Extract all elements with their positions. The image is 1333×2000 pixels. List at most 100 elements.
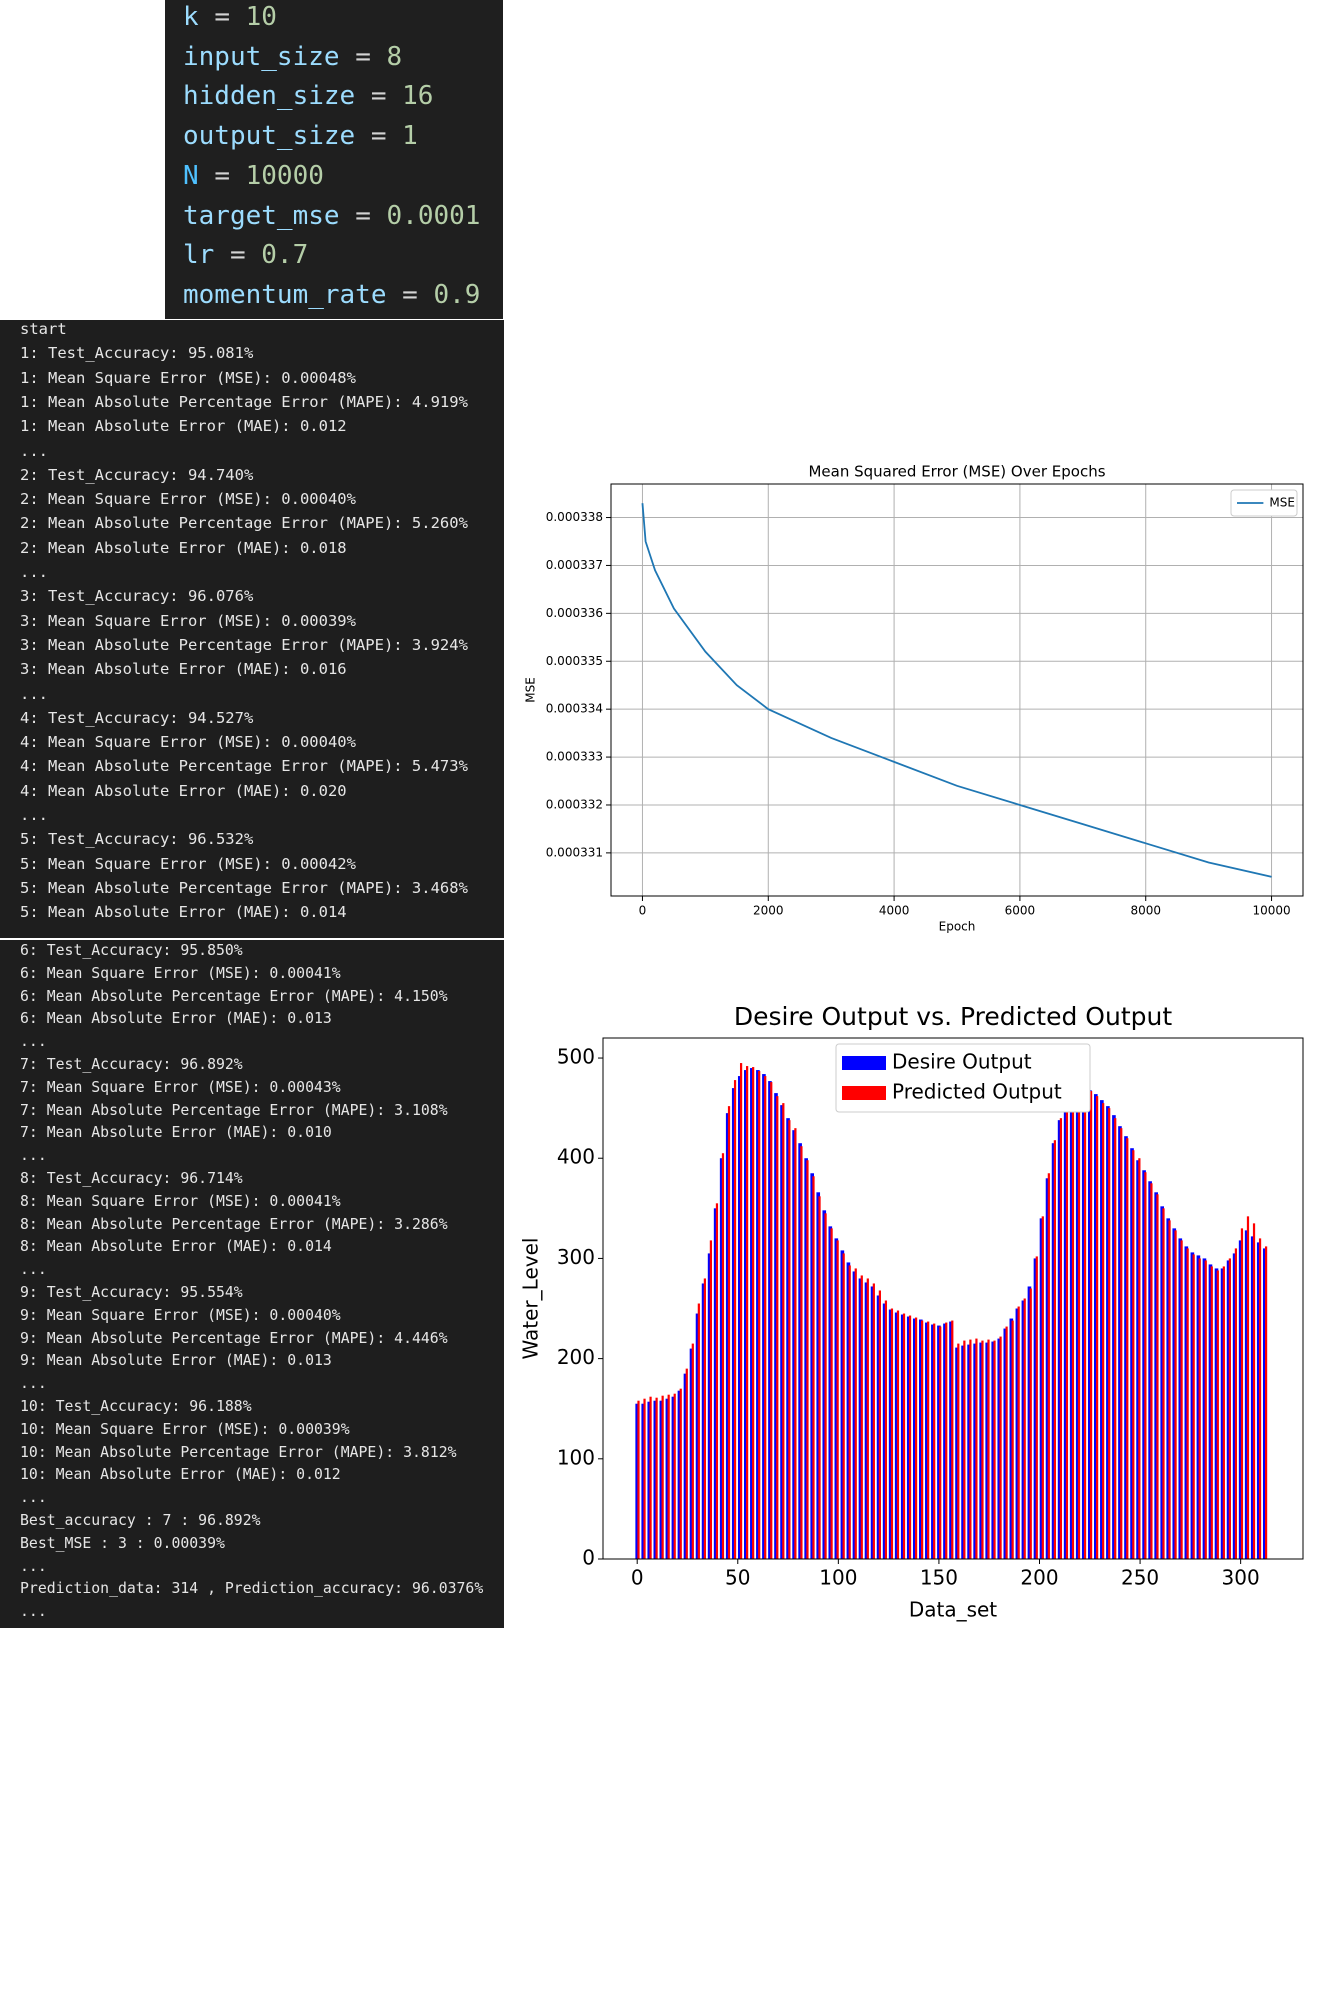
operator: =: [355, 200, 371, 231]
operator: =: [214, 160, 230, 191]
bar: [1156, 1194, 1159, 1559]
x-tick-label: 300: [1222, 1566, 1260, 1590]
bar: [1051, 1143, 1056, 1559]
bar: [677, 1390, 682, 1559]
bar: [1011, 1320, 1014, 1559]
bar: [884, 1300, 888, 1559]
bar: [951, 1320, 954, 1559]
bar: [858, 1278, 863, 1559]
bar: [927, 1321, 930, 1559]
console-line: 9: Mean Square Error (MSE): 0.00040%: [20, 1306, 341, 1324]
console-line: 9: Mean Absolute Error (MAE): 0.013: [20, 1352, 332, 1370]
bar: [1114, 1118, 1117, 1559]
bar: [1029, 1288, 1032, 1559]
variable: output_size: [183, 121, 356, 152]
bar: [683, 1373, 688, 1559]
bar: [906, 1316, 911, 1559]
bar: [750, 1068, 754, 1559]
bar: [1005, 1326, 1008, 1559]
bar: [764, 1076, 767, 1559]
console-line: 10: Mean Square Error (MSE): 0.00039%: [20, 1420, 350, 1438]
y-axis-label: MSE: [524, 677, 538, 703]
bar: [979, 1342, 983, 1559]
legend-label: Predicted Output: [892, 1080, 1062, 1104]
bar: [967, 1344, 971, 1559]
bar: [731, 1088, 736, 1559]
bar: [1063, 1103, 1068, 1559]
bar: [1148, 1181, 1152, 1559]
console-line: 2: Mean Absolute Error (MAE): 0.018: [20, 538, 347, 557]
console-line: 8: Mean Absolute Percentage Error (MAPE)…: [20, 1215, 448, 1233]
bar: [1069, 1093, 1074, 1559]
x-tick-label: 8000: [1130, 904, 1161, 918]
value: 0.9: [433, 279, 481, 310]
bar: [834, 1238, 839, 1559]
console-line: 3: Test_Accuracy: 96.076%: [20, 587, 254, 606]
bar: [655, 1397, 658, 1559]
bar: [1083, 1087, 1087, 1559]
bar: [872, 1283, 875, 1559]
bar: [1112, 1115, 1116, 1559]
bar: [1047, 1173, 1050, 1559]
bar: [1039, 1218, 1044, 1559]
bar: [1204, 1260, 1207, 1559]
bar: [828, 1226, 833, 1559]
bar: [1053, 1140, 1056, 1559]
bar: [695, 1313, 700, 1559]
bar: [737, 1076, 742, 1559]
bar: [1142, 1170, 1146, 1559]
bar: [1120, 1128, 1123, 1559]
bar: [1071, 1092, 1075, 1559]
bar: [776, 1096, 779, 1559]
bar: [679, 1388, 682, 1559]
bar: [756, 1070, 760, 1559]
bar: [846, 1262, 851, 1559]
x-tick-label: 0: [639, 904, 647, 918]
bar: [1186, 1248, 1189, 1559]
bar: [637, 1400, 640, 1559]
bar: [1184, 1246, 1189, 1559]
console-line: start: [20, 320, 67, 338]
y-tick-label: 0.000334: [546, 702, 603, 716]
code-panel: k = 10 input_size = 8 hidden_size = 16 outp…: [165, 0, 503, 319]
bar: [647, 1401, 652, 1559]
bar: [1252, 1223, 1256, 1559]
bar: [1081, 1088, 1086, 1559]
bar: [824, 1213, 827, 1559]
bar: [721, 1153, 725, 1559]
operator: =: [355, 41, 371, 72]
console-line: ...: [20, 1147, 47, 1165]
bar: [1160, 1206, 1165, 1559]
console-line: Prediction_data: 314 , Prediction_accura…: [20, 1580, 484, 1598]
bar: [782, 1103, 785, 1559]
bar: [912, 1318, 917, 1559]
plot-frame: [610, 483, 1304, 897]
value: 16: [402, 81, 434, 112]
bar: [822, 1210, 827, 1559]
value: 0.7: [261, 240, 309, 271]
y-axis-label: Water_Level: [519, 1238, 543, 1360]
bar: [1065, 1102, 1069, 1559]
bar: [896, 1310, 900, 1559]
x-tick-label: 50: [725, 1566, 750, 1590]
bar: [703, 1278, 706, 1559]
code-line: target_mse = 0.0001: [183, 201, 480, 231]
bar: [1035, 1256, 1038, 1559]
legend-label: Desire Output: [892, 1050, 1032, 1074]
bar: [727, 1106, 731, 1559]
bar: [768, 1081, 772, 1559]
console-line: ...: [20, 1603, 47, 1621]
bar: [1162, 1208, 1165, 1559]
code-line: momentum_rate = 0.9: [183, 280, 480, 310]
bar: [997, 1338, 1002, 1559]
console-line: ...: [20, 441, 48, 460]
code-line: hidden_size = 16: [183, 81, 433, 111]
console-line: 8: Mean Square Error (MSE): 0.00041%: [20, 1192, 341, 1210]
bar: [1027, 1286, 1032, 1559]
bar: [786, 1118, 790, 1559]
bar: [919, 1319, 923, 1559]
bar: [788, 1120, 791, 1559]
bar: [836, 1240, 839, 1559]
bar: [860, 1275, 863, 1559]
value: 10000: [245, 160, 324, 191]
